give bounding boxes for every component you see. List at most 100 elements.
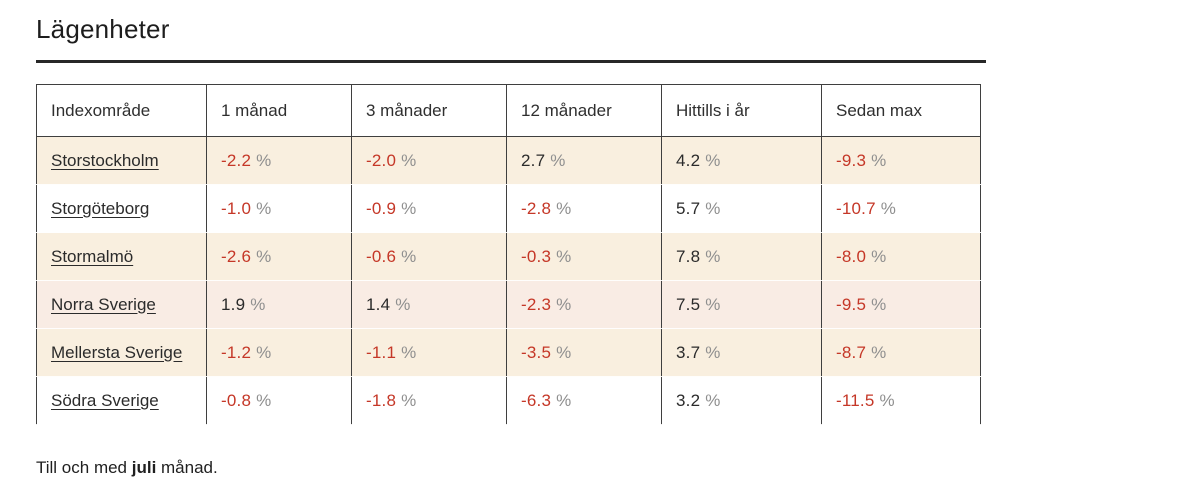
- percent-sign: %: [256, 342, 272, 362]
- percent-sign: %: [556, 198, 572, 218]
- value-number: 4.2: [676, 150, 701, 170]
- percent-sign: %: [705, 294, 721, 314]
- value-cell: -10.7%: [821, 184, 981, 233]
- value-cell: -0.8%: [206, 376, 352, 425]
- value-cell: 3.2%: [661, 376, 822, 425]
- percent-sign: %: [556, 294, 572, 314]
- area-cell: Mellersta Sverige: [36, 328, 207, 377]
- value-cell: -2.2%: [206, 136, 352, 185]
- value-cell: -8.7%: [821, 328, 981, 377]
- table-row: Mellersta Sverige -1.2% -1.1% -3.5% 3.7% -8.7…: [36, 328, 981, 377]
- area-link[interactable]: Storstockholm: [51, 150, 159, 170]
- percent-sign: %: [705, 150, 721, 170]
- value-number: -2.2: [221, 150, 252, 170]
- area-cell: Storstockholm: [36, 136, 207, 185]
- column-header-3: 12 månader: [506, 84, 662, 137]
- index-table: Indexområde 1 månad 3 månader 12 månader Hit…: [36, 84, 981, 425]
- percent-sign: %: [256, 390, 272, 410]
- value-cell: 4.2%: [661, 136, 822, 185]
- value-cell: 2.7%: [506, 136, 662, 185]
- value-cell: 5.7%: [661, 184, 822, 233]
- percent-sign: %: [556, 342, 572, 362]
- value-number: -2.0: [366, 150, 397, 170]
- value-cell: -6.3%: [506, 376, 662, 425]
- area-cell: Södra Sverige: [36, 376, 207, 425]
- value-cell: -2.0%: [351, 136, 507, 185]
- percent-sign: %: [705, 390, 721, 410]
- value-number: -1.2: [221, 342, 252, 362]
- percent-sign: %: [705, 198, 721, 218]
- footnote-month: juli: [131, 458, 157, 477]
- value-number: -2.6: [221, 246, 252, 266]
- value-cell: 1.4%: [351, 280, 507, 329]
- percent-sign: %: [556, 390, 572, 410]
- value-number: 1.9: [221, 294, 246, 314]
- value-number: 7.8: [676, 246, 701, 266]
- percent-sign: %: [871, 246, 887, 266]
- value-cell: -0.9%: [351, 184, 507, 233]
- table-row: Norra Sverige 1.9% 1.4% -2.3% 7.5% -9.5%: [36, 280, 981, 329]
- percent-sign: %: [556, 246, 572, 266]
- page: Lägenheter Indexområde 1 månad 3 månader 12…: [36, 14, 1200, 478]
- value-number: -1.8: [366, 390, 397, 410]
- value-cell: -1.1%: [351, 328, 507, 377]
- value-cell: -1.8%: [351, 376, 507, 425]
- value-number: 5.7: [676, 198, 701, 218]
- page-title: Lägenheter: [36, 14, 170, 44]
- value-number: -0.9: [366, 198, 397, 218]
- value-cell: -2.8%: [506, 184, 662, 233]
- percent-sign: %: [256, 150, 272, 170]
- value-number: -2.3: [521, 294, 552, 314]
- area-link[interactable]: Mellersta Sverige: [51, 342, 183, 362]
- column-header-5: Sedan max: [821, 84, 981, 137]
- value-cell: -1.2%: [206, 328, 352, 377]
- percent-sign: %: [256, 246, 272, 266]
- value-cell: -11.5%: [821, 376, 981, 425]
- area-link[interactable]: Södra Sverige: [51, 390, 159, 410]
- value-cell: -2.3%: [506, 280, 662, 329]
- area-cell: Norra Sverige: [36, 280, 207, 329]
- value-number: -8.0: [836, 246, 867, 266]
- percent-sign: %: [871, 150, 887, 170]
- value-number: 3.2: [676, 390, 701, 410]
- value-number: 1.4: [366, 294, 391, 314]
- percent-sign: %: [401, 342, 417, 362]
- percent-sign: %: [871, 294, 887, 314]
- value-cell: 7.8%: [661, 232, 822, 281]
- column-header-2: 3 månader: [351, 84, 507, 137]
- value-number: 3.7: [676, 342, 701, 362]
- value-number: -8.7: [836, 342, 867, 362]
- value-number: -0.6: [366, 246, 397, 266]
- area-link[interactable]: Stormalmö: [51, 246, 134, 266]
- percent-sign: %: [401, 390, 417, 410]
- value-number: -1.1: [366, 342, 397, 362]
- percent-sign: %: [879, 390, 895, 410]
- value-number: -1.0: [221, 198, 252, 218]
- percent-sign: %: [880, 198, 896, 218]
- footnote: Till och med juli månad.: [36, 458, 1200, 478]
- table-body: Storstockholm -2.2% -2.0% 2.7% 4.2% -9.3% Stor…: [36, 136, 981, 425]
- table-row: Storstockholm -2.2% -2.0% 2.7% 4.2% -9.3%: [36, 136, 981, 185]
- column-header-1: 1 månad: [206, 84, 352, 137]
- value-number: -11.5: [836, 390, 875, 410]
- title-divider: [36, 60, 986, 63]
- percent-sign: %: [705, 342, 721, 362]
- value-cell: 3.7%: [661, 328, 822, 377]
- value-cell: 7.5%: [661, 280, 822, 329]
- value-number: 2.7: [521, 150, 546, 170]
- value-cell: -3.5%: [506, 328, 662, 377]
- value-number: -6.3: [521, 390, 552, 410]
- value-number: -9.5: [836, 294, 867, 314]
- area-link[interactable]: Storgöteborg: [51, 198, 150, 218]
- value-number: -0.3: [521, 246, 552, 266]
- value-cell: -0.3%: [506, 232, 662, 281]
- value-cell: 1.9%: [206, 280, 352, 329]
- value-number: -0.8: [221, 390, 252, 410]
- value-number: 7.5: [676, 294, 701, 314]
- percent-sign: %: [395, 294, 411, 314]
- area-link[interactable]: Norra Sverige: [51, 294, 156, 314]
- table-row: Storgöteborg -1.0% -0.9% -2.8% 5.7% -10.7%: [36, 184, 981, 233]
- value-number: -9.3: [836, 150, 867, 170]
- value-number: -10.7: [836, 198, 876, 218]
- table-header: Indexområde 1 månad 3 månader 12 månader Hit…: [36, 84, 981, 137]
